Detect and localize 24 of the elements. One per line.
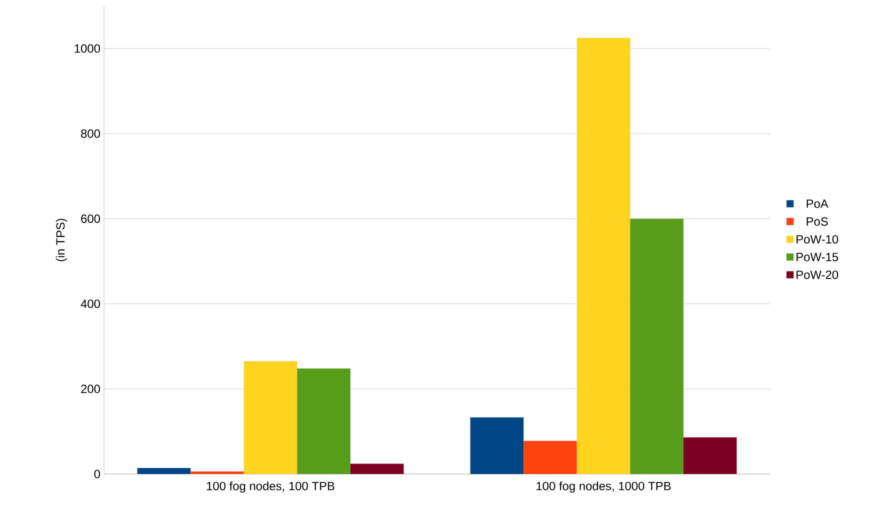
bar	[576, 38, 630, 474]
x-tick-label: 100 fog nodes, 100 TPB	[206, 482, 334, 493]
y-tick-label: 800	[81, 129, 100, 138]
bar	[190, 471, 244, 474]
legend-label: PoW-15	[796, 252, 838, 262]
y-tick-label: 400	[80, 300, 100, 308]
y-tick-label: 1000	[74, 44, 100, 53]
bar	[137, 468, 191, 474]
legend-label: PoA	[806, 200, 828, 208]
bar	[630, 218, 684, 474]
bar	[524, 440, 577, 474]
legend-label: PoS	[806, 217, 828, 226]
y-tick-label: 200	[81, 384, 100, 394]
y-axis-title: (in TPS)	[56, 218, 68, 262]
bar	[297, 368, 350, 474]
x-tick-label: 100 fog nodes, 1000 TPB	[536, 482, 671, 493]
legend-label: PoW-10	[796, 235, 838, 244]
bar	[244, 361, 298, 474]
y-tick-label: 0	[94, 470, 100, 478]
y-tick-label: 600	[81, 214, 100, 223]
bar	[350, 464, 404, 474]
bar	[470, 417, 524, 474]
bar	[683, 437, 737, 474]
legend-label: PoW-20	[796, 270, 838, 280]
